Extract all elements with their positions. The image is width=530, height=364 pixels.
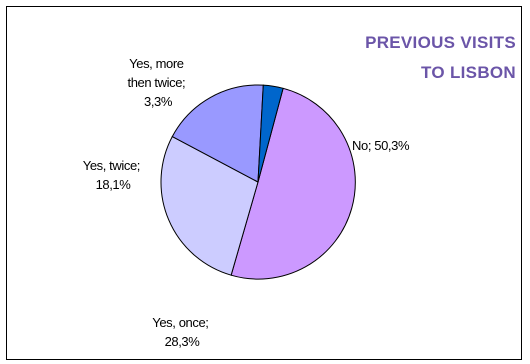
pie-slices <box>160 84 356 280</box>
slice-label-yes-more-then-twice: Yes, more then twice; 3,3% <box>128 56 189 109</box>
slice-label-no: No; 50,3% <box>352 138 410 153</box>
chart-title-line-1: PREVIOUS VISITS <box>365 33 516 52</box>
pie-slice-yes-twice <box>171 84 264 183</box>
slice-label-yes-more-line-2: then twice; <box>128 75 186 90</box>
slice-label-yes-once-line-1: Yes, once; <box>152 315 208 330</box>
pie-labels: No; 50,3% Yes, once; 28,3% Yes, twice; 1… <box>83 56 411 349</box>
chart-title-line-2: TO LISBON <box>421 63 516 82</box>
chart-title: PREVIOUS VISITS TO LISBON <box>276 28 516 88</box>
slice-label-yes-once-line-2: 28,3% <box>165 334 201 349</box>
slice-label-yes-twice-line-1: Yes, twice; <box>83 158 140 173</box>
pie-slice-yes-more-then-twice <box>257 84 284 183</box>
slice-label-no-line-1: No; 50,3% <box>352 138 410 153</box>
slice-label-yes-more-line-3: 3,3% <box>144 94 173 109</box>
slice-label-yes-more-line-1: Yes, more <box>129 56 184 71</box>
slice-label-yes-twice: Yes, twice; 18,1% <box>83 158 143 192</box>
pie-slice-yes-once <box>160 135 259 276</box>
slice-label-yes-twice-line-2: 18,1% <box>96 177 132 192</box>
slice-label-yes-once: Yes, once; 28,3% <box>152 315 211 349</box>
pie-slice-no <box>230 87 356 280</box>
